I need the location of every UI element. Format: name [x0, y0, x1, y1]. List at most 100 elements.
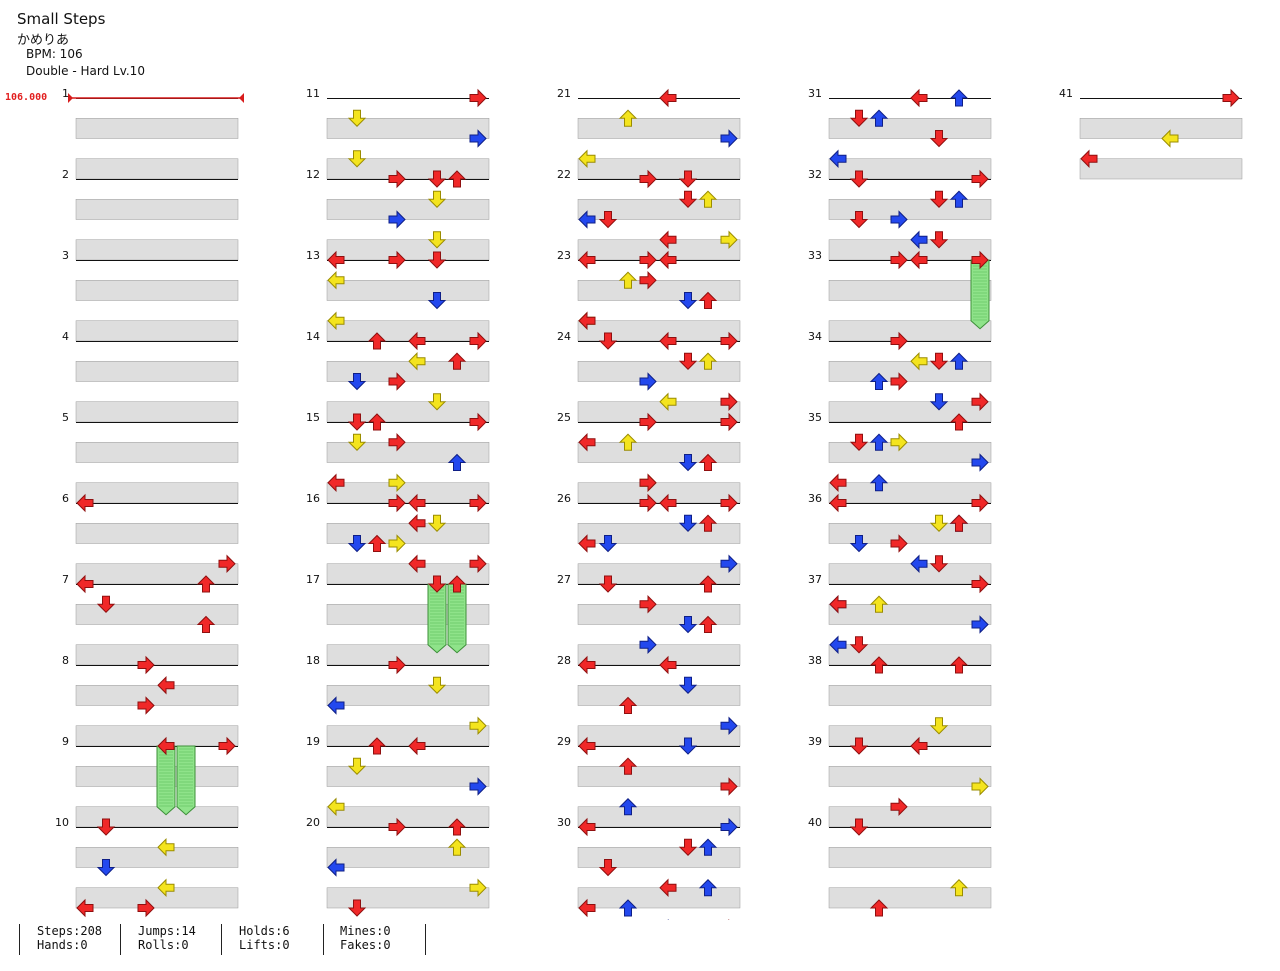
- staff-shade-row: [828, 725, 992, 747]
- step-arrow: [678, 454, 698, 472]
- step-arrow: [849, 818, 869, 836]
- measure-number: 12: [306, 168, 320, 181]
- step-arrow: [698, 352, 718, 370]
- step-arrow-shape: [96, 818, 116, 836]
- step-arrow-shape: [929, 231, 949, 249]
- step-arrow-shape: [849, 737, 869, 755]
- step-arrow-shape: [678, 514, 698, 532]
- step-arrow: [929, 393, 949, 411]
- staff-shade-row: [828, 442, 992, 463]
- step-arrow: [427, 676, 447, 694]
- staff-shade-row: [828, 320, 992, 342]
- measure-number: 15: [306, 411, 320, 424]
- step-arrow: [578, 311, 596, 330]
- step-arrow: [678, 190, 698, 208]
- step-arrow-shape: [598, 211, 618, 229]
- step-arrow-shape: [890, 250, 908, 270]
- step-arrow: [598, 535, 618, 553]
- step-arrow: [890, 210, 908, 229]
- staff-shade-row: [828, 887, 992, 909]
- step-arrow: [347, 373, 367, 391]
- step-arrow-shape: [949, 190, 969, 208]
- step-arrow: [408, 514, 426, 533]
- step-arrow: [910, 736, 928, 756]
- step-arrow: [618, 757, 638, 775]
- step-arrow-shape: [347, 373, 367, 391]
- staff-shade-row: [828, 604, 992, 625]
- staff-shade-row: [577, 482, 741, 504]
- step-arrow: [890, 372, 908, 391]
- step-arrow-shape: [949, 352, 969, 370]
- step-arrow-shape: [869, 372, 889, 390]
- staff-shade-row: [326, 563, 490, 585]
- stats-divider: [221, 924, 222, 955]
- step-arrow-shape: [639, 595, 657, 614]
- step-arrow: [578, 817, 596, 837]
- measure-number: 24: [557, 330, 571, 343]
- staff-shade-row: [75, 523, 239, 544]
- step-arrow-shape: [829, 493, 847, 513]
- step-arrow-shape: [890, 331, 908, 351]
- staff-shade-row: [577, 766, 741, 787]
- measure-number: 33: [808, 249, 822, 262]
- step-arrow: [388, 534, 406, 553]
- step-arrow-shape: [910, 554, 928, 573]
- step-arrow-shape: [598, 535, 618, 553]
- step-arrow-shape: [618, 271, 638, 289]
- staff-shade-row: [326, 482, 490, 504]
- step-arrow-shape: [157, 676, 175, 695]
- step-arrow-shape: [408, 514, 426, 533]
- step-arrow-shape: [639, 372, 657, 391]
- staff-shade-row: [577, 280, 741, 301]
- step-arrow-shape: [849, 818, 869, 836]
- staff-shade-row: [828, 766, 992, 787]
- step-arrow: [698, 615, 718, 633]
- step-arrow: [618, 899, 638, 917]
- step-arrow-shape: [698, 190, 718, 208]
- step-arrow-shape: [659, 655, 677, 675]
- staff-shade-row: [326, 239, 490, 261]
- step-arrow-shape: [578, 817, 596, 837]
- measure-number: 4: [62, 330, 69, 343]
- step-arrow: [929, 130, 949, 148]
- step-arrow: [367, 332, 387, 350]
- step-arrow: [720, 493, 738, 513]
- step-arrow-shape: [327, 250, 345, 270]
- step-arrow: [829, 493, 847, 513]
- staff-shade-row: [828, 199, 992, 220]
- step-arrow: [469, 412, 487, 432]
- step-arrow-shape: [347, 535, 367, 553]
- step-arrow: [218, 554, 236, 573]
- step-arrow: [720, 817, 738, 837]
- step-arrow: [678, 170, 698, 188]
- step-arrow: [469, 493, 487, 513]
- step-arrow-shape: [388, 210, 406, 229]
- step-arrow-shape: [137, 696, 155, 715]
- step-arrow: [367, 413, 387, 431]
- step-arrow: [578, 433, 596, 452]
- step-arrow: [949, 413, 969, 431]
- step-arrow-shape: [137, 655, 155, 675]
- staff-shade-row: [326, 847, 490, 868]
- step-arrow-shape: [427, 514, 447, 532]
- measure-number: 36: [808, 492, 822, 505]
- staff-shade-row: [828, 563, 992, 585]
- step-arrow: [157, 676, 175, 695]
- step-arrow-shape: [639, 493, 657, 513]
- step-arrow-shape: [869, 656, 889, 674]
- step-arrow-shape: [427, 231, 447, 249]
- step-arrow-shape: [388, 817, 406, 837]
- step-arrow: [720, 777, 738, 796]
- step-arrow-shape: [327, 311, 345, 330]
- step-arrow: [76, 898, 94, 918]
- step-arrow-shape: [618, 433, 638, 451]
- step-arrow: [618, 696, 638, 714]
- step-arrow: [408, 493, 426, 513]
- step-arrow: [971, 169, 989, 189]
- step-arrow-shape: [949, 879, 969, 897]
- step-arrow: [698, 575, 718, 593]
- step-arrow: [447, 352, 467, 370]
- hold-body: [970, 259, 990, 330]
- staff-shade-row: [75, 401, 239, 423]
- staff-shade-row: [577, 685, 741, 706]
